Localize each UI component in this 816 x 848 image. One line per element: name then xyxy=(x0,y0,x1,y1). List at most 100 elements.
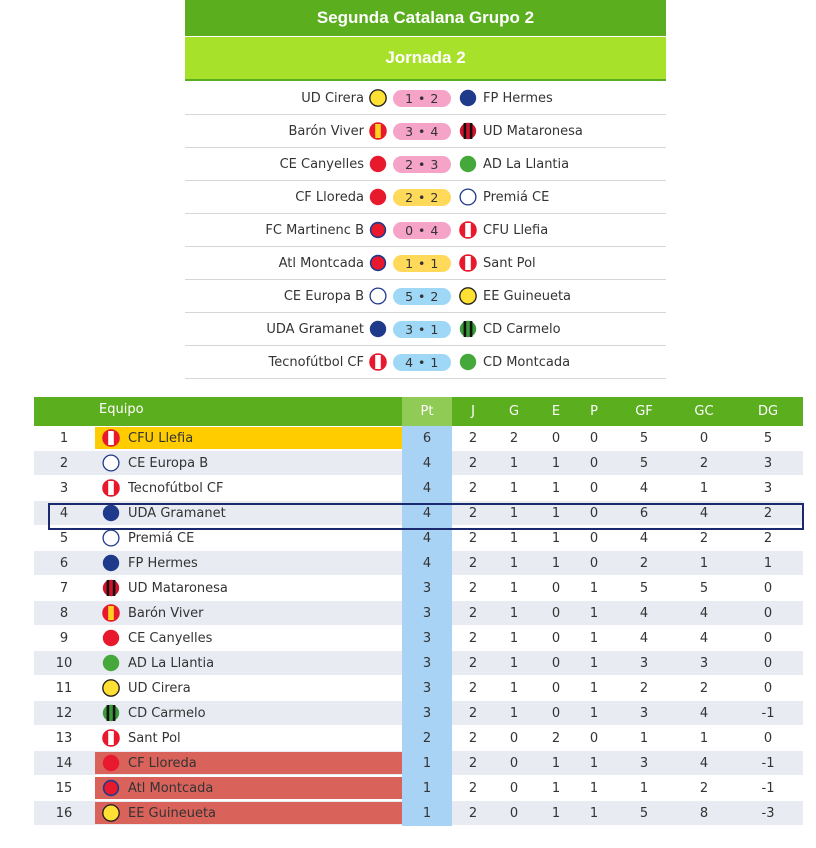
team-name: CE Europa B xyxy=(128,455,209,471)
goals-for: 3 xyxy=(639,755,649,771)
points: 4 xyxy=(402,476,452,501)
goal-difference: 3 xyxy=(763,480,773,496)
won: 1 xyxy=(509,455,519,471)
header-e: E xyxy=(551,404,561,419)
match-score: 3 • 1 xyxy=(393,320,451,338)
home-team-name: CE Europa B xyxy=(283,288,364,304)
played: 2 xyxy=(468,480,478,496)
won: 1 xyxy=(509,505,519,521)
navy-crest-icon xyxy=(102,504,120,522)
points: 4 xyxy=(402,501,452,526)
won: 1 xyxy=(509,605,519,621)
goals-for: 4 xyxy=(639,530,649,546)
yellow-crest-icon xyxy=(369,89,387,107)
won: 1 xyxy=(509,680,519,696)
goal-difference: 1 xyxy=(763,555,773,571)
navy-crest-icon xyxy=(459,89,477,107)
green-crest-icon xyxy=(459,155,477,173)
goal-difference: 0 xyxy=(763,605,773,621)
green-crest-icon xyxy=(459,353,477,371)
position: 10 xyxy=(55,655,73,671)
red-crest-icon xyxy=(369,188,387,206)
team-name: CD Carmelo xyxy=(128,705,206,721)
drawn: 1 xyxy=(551,555,561,571)
points: 1 xyxy=(402,751,452,776)
standings-row: 12 CD Carmelo 3 2 1 0 1 3 4 -1 xyxy=(34,701,803,726)
lost: 1 xyxy=(589,755,599,771)
goals-for: 1 xyxy=(639,780,649,796)
team-cell: CF Lloreda xyxy=(95,752,402,774)
won: 1 xyxy=(509,530,519,546)
lost: 0 xyxy=(589,505,599,521)
lost: 0 xyxy=(589,455,599,471)
team-cell: CFU Llefia xyxy=(95,427,402,449)
red-black-striped-crest-icon xyxy=(102,579,120,597)
points: 3 xyxy=(402,601,452,626)
team-cell: FP Hermes xyxy=(95,552,402,574)
team-name: Premiá CE xyxy=(128,530,195,546)
played: 2 xyxy=(468,680,478,696)
home-team-name: Atl Montcada xyxy=(278,255,364,271)
goals-for: 5 xyxy=(639,430,649,446)
points: 2 xyxy=(402,726,452,751)
played: 2 xyxy=(468,730,478,746)
lost: 0 xyxy=(589,480,599,496)
away-team-name: FP Hermes xyxy=(483,90,553,106)
away-team-name: CD Carmelo xyxy=(483,321,561,337)
red-yellow-striped-crest-icon xyxy=(369,122,387,140)
standings-row: 13 Sant Pol 2 2 0 2 0 1 1 0 xyxy=(34,726,803,751)
team-cell: Sant Pol xyxy=(95,727,402,749)
match-list: UD Cirera 1 • 2 FP Hermes Barón Viver 3 • 4 U… xyxy=(185,82,666,379)
lost: 1 xyxy=(589,630,599,646)
goals-for: 2 xyxy=(639,680,649,696)
team-cell: CE Europa B xyxy=(95,452,402,474)
red-blue-crest-icon xyxy=(102,779,120,797)
team-name: Tecnofútbol CF xyxy=(128,480,224,496)
lost: 0 xyxy=(589,530,599,546)
drawn: 0 xyxy=(551,680,561,696)
goals-for: 3 xyxy=(639,705,649,721)
header-j: J xyxy=(471,404,475,419)
played: 2 xyxy=(468,805,478,821)
red-white-striped-crest-icon xyxy=(459,221,477,239)
header-team: Equipo xyxy=(99,401,144,417)
points: 1 xyxy=(402,776,452,801)
position: 13 xyxy=(55,730,73,746)
team-cell: Atl Montcada xyxy=(95,777,402,799)
goals-for: 5 xyxy=(639,580,649,596)
away-team-name: AD La Llantia xyxy=(483,156,570,172)
header-pt: Pt xyxy=(402,397,452,426)
lost: 0 xyxy=(589,430,599,446)
drawn: 1 xyxy=(551,805,561,821)
team-cell: CD Carmelo xyxy=(95,702,402,724)
match-score: 2 • 3 xyxy=(393,155,451,173)
header-p: P xyxy=(590,404,598,419)
played: 2 xyxy=(468,430,478,446)
played: 2 xyxy=(468,580,478,596)
yellow-crest-icon xyxy=(102,679,120,697)
red-white-striped-crest-icon xyxy=(102,729,120,747)
team-cell: Tecnofútbol CF xyxy=(95,477,402,499)
match-row: CE Europa B 5 • 2 EE Guineueta xyxy=(185,280,666,313)
goal-difference: 0 xyxy=(763,580,773,596)
team-name: UD Mataronesa xyxy=(128,580,228,596)
team-cell: AD La Llantia xyxy=(95,652,402,674)
won: 0 xyxy=(509,730,519,746)
lost: 1 xyxy=(589,605,599,621)
won: 1 xyxy=(509,555,519,571)
team-name: Barón Viver xyxy=(128,605,204,621)
green-crest-icon xyxy=(102,654,120,672)
home-team-name: Barón Viver xyxy=(288,123,364,139)
played: 2 xyxy=(468,605,478,621)
goals-against: 2 xyxy=(699,530,709,546)
match-score: 4 • 1 xyxy=(393,353,451,371)
team-name: UD Cirera xyxy=(128,680,191,696)
header-gf: GF xyxy=(635,404,653,419)
red-white-striped-crest-icon xyxy=(459,254,477,272)
away-team-name: CD Montcada xyxy=(483,354,571,370)
standings-row: 16 EE Guineueta 1 2 0 1 1 5 8 -3 xyxy=(34,801,803,826)
lost: 1 xyxy=(589,580,599,596)
position: 1 xyxy=(59,430,69,446)
standings-row: 4 UDA Gramanet 4 2 1 1 0 6 4 2 xyxy=(34,501,803,526)
